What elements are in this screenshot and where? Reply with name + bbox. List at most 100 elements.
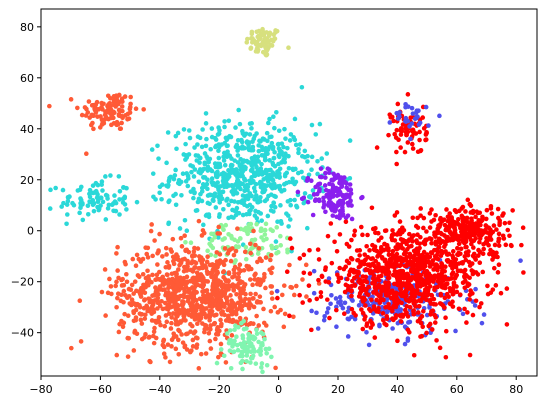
scatter-point [216, 155, 222, 161]
scatter-point [176, 296, 181, 302]
scatter-point [303, 262, 309, 268]
scatter-point [221, 274, 226, 280]
scatter-point [454, 209, 459, 215]
scatter-point [415, 248, 421, 254]
scatter-point [325, 297, 330, 302]
scatter-point [285, 145, 290, 151]
scatter-point [131, 348, 137, 353]
scatter-point [142, 316, 148, 321]
scatter-point [450, 253, 455, 259]
scatter-point [208, 167, 213, 172]
scatter-point [166, 179, 172, 184]
scatter-point [479, 231, 484, 237]
scatter-point [203, 143, 209, 149]
scatter-point [248, 291, 253, 297]
scatter-point [106, 202, 112, 208]
scatter-point [268, 192, 274, 197]
scatter-point [343, 264, 349, 270]
scatter-point [288, 284, 293, 290]
scatter-point [256, 42, 261, 48]
scatter-point [143, 331, 148, 337]
scatter-point [103, 174, 108, 179]
scatter-point [458, 268, 464, 274]
scatter-point [217, 190, 222, 196]
scatter-point [345, 309, 351, 314]
scatter-point [330, 213, 336, 218]
scatter-point [96, 207, 102, 213]
scatter-point [504, 286, 510, 291]
scatter-point [150, 293, 155, 298]
scatter-point [235, 300, 241, 306]
scatter-point [345, 283, 351, 289]
scatter-point [399, 300, 404, 306]
scatter-point [197, 304, 202, 310]
scatter-point [279, 292, 285, 298]
scatter-point [349, 293, 354, 299]
scatter-point [249, 126, 254, 131]
scatter-point [264, 183, 270, 188]
scatter-point [138, 312, 144, 317]
scatter-point [276, 128, 282, 134]
scatter-point [284, 269, 290, 275]
scatter-point [138, 294, 144, 299]
scatter-point [201, 222, 206, 228]
scatter-point [213, 183, 218, 188]
scatter-point [450, 249, 456, 254]
scatter-point [469, 268, 475, 273]
scatter-point [380, 256, 385, 261]
scatter-point [321, 205, 326, 210]
scatter-point [79, 112, 85, 118]
scatter-point [164, 272, 170, 277]
scatter-point [122, 311, 127, 317]
scatter-point [162, 323, 168, 329]
scatter-point [117, 212, 122, 217]
scatter-point [398, 145, 403, 150]
scatter-point [274, 109, 279, 115]
scatter-point [216, 235, 221, 240]
scatter-point [438, 230, 444, 236]
scatter-point [118, 126, 124, 131]
scatter-point [334, 307, 339, 313]
scatter-point [424, 237, 430, 242]
scatter-point [218, 323, 224, 329]
scatter-point [119, 292, 124, 298]
scatter-point [375, 254, 380, 259]
scatter-point [290, 167, 296, 172]
scatter-point [374, 145, 380, 150]
scatter-point [102, 267, 108, 272]
scatter-point [464, 224, 470, 230]
scatter-point [458, 251, 463, 257]
scatter-point [87, 199, 93, 205]
scatter-point [421, 225, 426, 231]
scatter-point [389, 288, 395, 294]
scatter-point [165, 130, 171, 135]
scatter-point [85, 211, 91, 217]
scatter-point [491, 265, 497, 271]
scatter-point [175, 254, 180, 259]
scatter-point [496, 215, 501, 221]
scatter-point [460, 311, 466, 317]
scatter-point [204, 259, 210, 265]
scatter-point [140, 256, 146, 262]
scatter-point [362, 317, 367, 322]
scatter-point [197, 135, 203, 141]
scatter-point [411, 131, 416, 136]
scatter-point [400, 122, 406, 127]
scatter-point [450, 265, 455, 271]
scatter-point [412, 257, 418, 263]
scatter-point [299, 169, 304, 175]
scatter-point [180, 171, 186, 177]
scatter-point [244, 182, 250, 188]
scatter-point [479, 217, 485, 223]
scatter-point [261, 306, 266, 312]
scatter-point [239, 320, 244, 326]
scatter-point [149, 147, 155, 152]
scatter-point [125, 354, 131, 359]
scatter-point [352, 228, 358, 234]
scatter-point [400, 314, 406, 319]
scatter-point [189, 323, 195, 329]
scatter-point [162, 287, 167, 292]
scatter-point [299, 84, 305, 90]
scatter-point [343, 181, 349, 186]
scatter-point [257, 138, 262, 144]
